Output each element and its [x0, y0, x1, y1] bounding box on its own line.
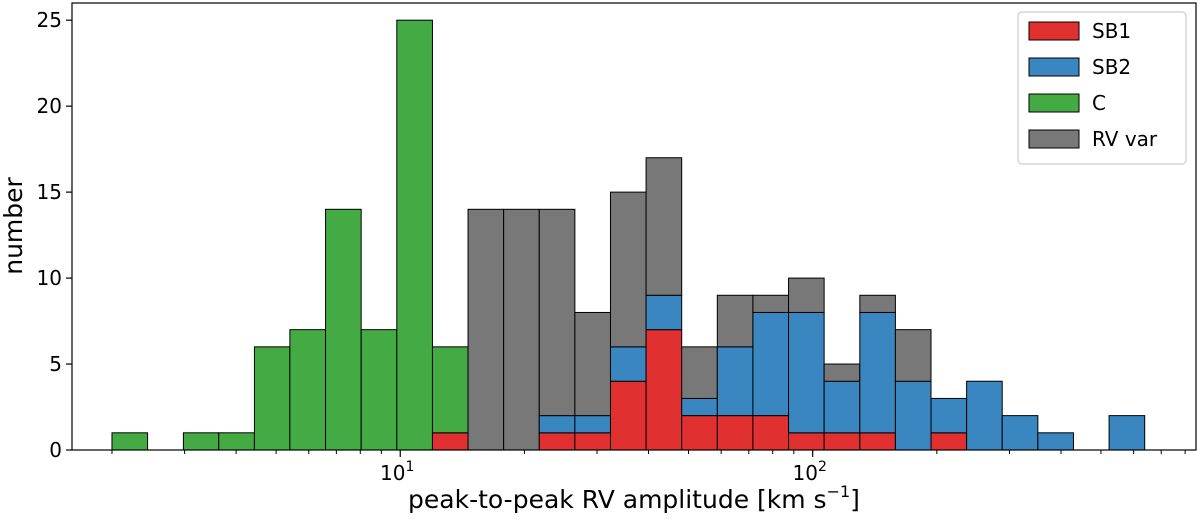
legend-swatch-sb2: [1028, 57, 1080, 77]
bar-c-bin-9: [431, 346, 469, 434]
x-axis-label: peak-to-peak RV amplitude [km s−1]: [408, 482, 860, 514]
legend-swatch-c: [1028, 93, 1080, 113]
legend-label: C: [1092, 91, 1106, 115]
bar-rv-var-bin-10: [467, 208, 505, 451]
bar-sb1-bin-14: [609, 380, 647, 451]
bar-sb2-bin-14: [609, 346, 647, 382]
bar-sb2-bin-15: [645, 294, 683, 331]
bar-sb2-bin-16: [681, 397, 718, 417]
bar-sb1-bin-21: [859, 432, 896, 451]
y-tick-label: 20: [37, 94, 62, 118]
x-axis: 101 102: [111, 450, 1186, 485]
legend-swatch-sb1: [1028, 21, 1080, 41]
bar-rv-var-bin-19: [788, 277, 825, 313]
x-axis-label-exponent: −1: [827, 482, 851, 501]
bars-layer: [111, 19, 1146, 451]
bar-sb1-bin-15: [645, 329, 683, 451]
bar-sb2-bin-28: [1108, 415, 1146, 451]
bar-sb2-bin-12: [538, 415, 576, 434]
bar-sb2-bin-24: [966, 380, 1003, 451]
bar-sb1-bin-23: [930, 432, 968, 451]
x-tick-label: 102: [792, 459, 826, 485]
bar-rv-var-bin-22: [894, 329, 932, 382]
bar-rv-var-bin-16: [681, 346, 718, 399]
bar-sb1-bin-18: [752, 415, 790, 451]
y-tick-label: 25: [37, 8, 62, 32]
legend-label: SB2: [1092, 55, 1131, 79]
bar-c-bin-4: [253, 346, 291, 451]
y-tick-label: 10: [37, 266, 62, 290]
y-axis: 0 5 10 15 20 25: [37, 8, 72, 462]
x-axis-label-main: peak-to-peak RV amplitude [km s: [408, 485, 827, 514]
bar-c-bin-3: [218, 432, 255, 451]
bar-sb2-bin-18: [752, 311, 790, 417]
bar-sb1-bin-19: [788, 432, 825, 451]
bar-sb1-bin-13: [574, 432, 611, 451]
legend-swatch-rv-var: [1028, 129, 1080, 149]
bar-sb1-bin-16: [681, 415, 718, 451]
bar-sb2-bin-26: [1037, 432, 1074, 451]
legend-box: [1017, 11, 1187, 165]
bar-sb2-bin-13: [574, 415, 611, 434]
bar-sb1-bin-9: [431, 432, 469, 451]
bar-rv-var-bin-13: [574, 311, 611, 417]
bar-sb1-bin-12: [538, 432, 576, 451]
bar-c-bin-2: [182, 432, 220, 451]
bar-sb2-bin-23: [930, 397, 968, 434]
y-tick-label: 15: [37, 180, 62, 204]
bar-c-bin-5: [289, 329, 327, 451]
bar-c-bin-7: [360, 329, 398, 451]
bar-rv-var-bin-11: [503, 208, 540, 451]
y-axis-label: number: [0, 176, 28, 274]
bar-sb1-bin-17: [716, 415, 754, 451]
legend-label: SB1: [1092, 19, 1131, 43]
bar-rv-var-bin-12: [538, 208, 576, 417]
plot-frame: [71, 2, 1197, 451]
x-tick-label: 101: [380, 459, 414, 485]
legend-label: RV var: [1092, 127, 1158, 151]
bar-sb2-bin-17: [716, 346, 754, 417]
bar-sb2-bin-20: [823, 380, 861, 434]
bar-sb2-bin-25: [1001, 415, 1039, 451]
y-tick-label: 0: [49, 438, 62, 462]
legend: SB1 SB2 C RV var: [1017, 11, 1187, 165]
bar-sb1-bin-20: [823, 432, 861, 451]
bar-sb2-bin-21: [859, 311, 896, 434]
bar-rv-var-bin-14: [609, 191, 647, 348]
bar-rv-var-bin-20: [823, 363, 861, 382]
bar-sb2-bin-19: [788, 311, 825, 434]
bar-c-bin-0: [111, 432, 149, 451]
y-tick-label: 5: [49, 352, 62, 376]
bar-sb2-bin-22: [894, 380, 932, 451]
bar-c-bin-6: [325, 208, 362, 451]
bar-rv-var-bin-21: [859, 294, 896, 313]
bar-rv-var-bin-17: [716, 294, 754, 348]
x-axis-label-close: ]: [850, 485, 860, 514]
bar-c-bin-8: [396, 19, 433, 451]
bar-rv-var-bin-15: [645, 157, 683, 296]
bar-rv-var-bin-18: [752, 294, 790, 313]
